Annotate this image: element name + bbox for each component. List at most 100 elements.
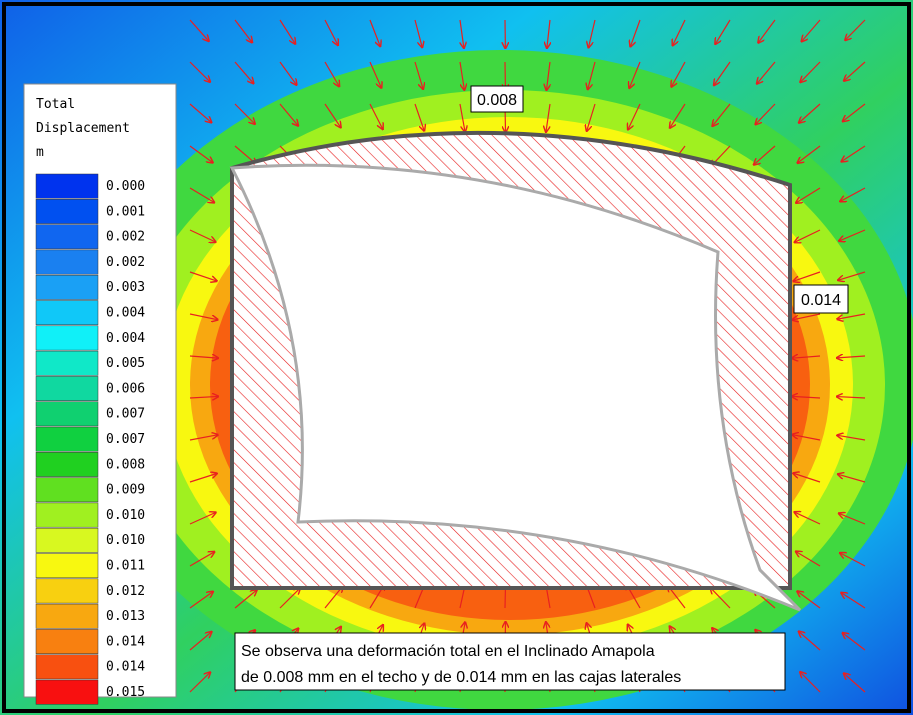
legend-label: 0.008: [106, 457, 145, 472]
vector-arrow: [672, 61, 686, 87]
annotation: Se observa una deformación total en el I…: [234, 632, 786, 691]
vector-arrow: [324, 19, 338, 45]
legend: Total Displacement m 0.000 0.001 0.002 0.002 0.…: [23, 83, 177, 705]
vector-arrow: [758, 19, 776, 43]
annotation-box: [234, 632, 786, 691]
vector-arrow: [279, 103, 298, 126]
vector-arrow: [369, 61, 381, 88]
legend-label: 0.010: [106, 508, 145, 523]
vector-arrow: [324, 103, 341, 127]
legend-swatch: [35, 679, 99, 705]
vector-arrow: [547, 19, 550, 48]
vector-arrow: [793, 473, 821, 483]
legend-label: 0.014: [106, 660, 145, 675]
vector-arrow: [842, 145, 866, 161]
vector-arrow: [189, 435, 218, 441]
vector-arrow: [459, 61, 464, 90]
legend-label: 0.007: [106, 432, 145, 447]
legend-label: 0.006: [106, 381, 145, 396]
vector-arrow: [843, 103, 866, 121]
vector-arrow: [793, 313, 821, 320]
vector-arrow: [673, 19, 686, 45]
vector-arrow: [838, 271, 866, 280]
vector-arrow: [802, 19, 821, 41]
vector-arrow: [756, 103, 776, 124]
legend-label: 0.002: [106, 230, 145, 245]
vector-arrow: [796, 187, 821, 203]
vector-arrow: [324, 61, 339, 86]
annotation-line: Se observa una deformación total en el I…: [241, 643, 655, 660]
vector-arrow: [369, 19, 380, 46]
vector-arrow: [189, 632, 211, 651]
vector-arrow: [837, 313, 866, 319]
vector-arrow: [189, 313, 217, 320]
vector-arrow: [792, 396, 821, 398]
vector-arrow: [841, 593, 866, 609]
legend-swatch: [35, 350, 99, 376]
vector-arrow: [715, 19, 731, 44]
callout: 0.014: [793, 284, 849, 314]
vector-arrow: [189, 513, 216, 525]
legend-swatch: [35, 300, 99, 326]
legend-swatch: [35, 477, 99, 503]
vector-arrow: [189, 356, 218, 358]
vector-arrow: [589, 19, 596, 47]
vector-arrow: [189, 552, 214, 567]
legend-label: 0.000: [106, 179, 145, 194]
legend-label: 0.009: [106, 483, 145, 498]
vector-arrow: [629, 61, 641, 88]
legend-label: 0.003: [106, 280, 145, 295]
vector-arrow: [234, 590, 257, 609]
vector-arrow: [414, 103, 424, 130]
legend-swatch: [35, 173, 99, 199]
legend-label: 0.011: [106, 559, 145, 574]
vector-arrow: [840, 187, 866, 201]
vector-arrow: [795, 229, 821, 242]
callout: 0.008: [470, 85, 524, 113]
vector-arrow: [839, 513, 866, 525]
vector-arrow: [837, 356, 866, 358]
vector-arrow: [369, 103, 383, 129]
legend-label: 0.004: [106, 306, 145, 321]
vector-arrow: [234, 19, 252, 42]
legend-swatch: [35, 249, 99, 275]
legend-label: 0.004: [106, 331, 145, 346]
legend-title: m: [36, 145, 44, 160]
legend-label: 0.015: [106, 685, 145, 700]
vector-arrow: [189, 229, 215, 242]
legend-label: 0.014: [106, 634, 145, 649]
vector-arrow: [796, 552, 821, 567]
vector-arrow: [234, 103, 255, 124]
vector-arrow: [800, 61, 821, 82]
vector-arrow: [279, 19, 295, 44]
vector-arrow: [630, 19, 641, 46]
callout-label: 0.014: [801, 292, 841, 309]
vector-arrow: [279, 61, 296, 85]
vector-arrow: [588, 61, 596, 89]
vector-arrow: [844, 674, 866, 693]
callout-box: [793, 284, 849, 314]
vector-arrow: [189, 473, 217, 483]
legend-label: 0.010: [106, 533, 145, 548]
vector-arrow: [189, 103, 211, 122]
vector-arrow: [845, 19, 866, 40]
vector-arrow: [189, 592, 213, 609]
vector-arrow: [798, 145, 821, 163]
vector-arrow: [414, 19, 422, 47]
annotation-line: de 0.008 mm en el techo y de 0.014 mm en…: [241, 669, 681, 686]
vector-arrow: [587, 103, 596, 131]
vector-arrow: [189, 145, 213, 163]
legend-swatch: [35, 376, 99, 401]
vector-arrow: [670, 103, 686, 128]
vector-arrow: [628, 103, 641, 129]
legend-swatch: [35, 629, 99, 654]
vector-arrow: [837, 397, 866, 398]
vector-arrow: [414, 61, 423, 89]
vector-arrow: [189, 19, 209, 41]
vector-arrow: [546, 103, 551, 132]
vector-arrow: [279, 588, 300, 609]
legend-label: 0.013: [106, 609, 145, 624]
legend-swatch: [35, 553, 99, 579]
